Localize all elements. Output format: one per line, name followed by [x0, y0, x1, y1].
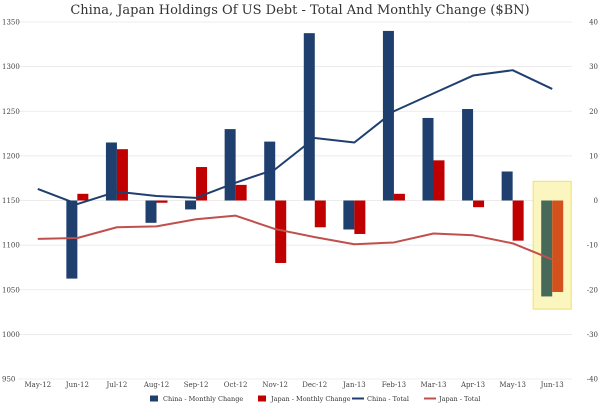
left-tick-label: 1000	[2, 331, 20, 339]
legend-label: China - Monthly Change	[163, 395, 243, 403]
x-tick-label: Feb-13	[382, 381, 406, 389]
legend-label: China - Total	[367, 395, 409, 403]
x-tick-label: Oct-12	[224, 381, 248, 389]
china-change-bar	[145, 200, 157, 223]
japan-change-bar	[433, 160, 445, 201]
japan-change-bar	[393, 193, 405, 201]
left-tick-label: 1200	[2, 152, 20, 160]
japan-change-bar	[512, 200, 524, 241]
right-tick-label: 40	[589, 19, 598, 27]
chart-title: China, Japan Holdings Of US Debt - Total…	[70, 3, 529, 18]
china-change-bar	[462, 109, 474, 201]
japan-total-line	[37, 214, 553, 261]
china-change-bar	[66, 200, 78, 279]
left-tick-label: 1050	[2, 286, 20, 294]
x-tick-label: Jan-13	[342, 381, 366, 389]
legend: China - Monthly Change Japan - Monthly Ch…	[150, 395, 480, 403]
right-tick-label: 10	[589, 152, 598, 160]
right-tick-label: 0	[594, 197, 598, 205]
legend-label: Japan - Monthly Change	[270, 395, 351, 403]
bar-layer	[66, 30, 564, 297]
x-tick-label: Nov-12	[262, 381, 288, 389]
right-tick-label: -40	[587, 376, 598, 384]
line-layer	[37, 69, 553, 261]
left-tick-label: 1250	[2, 108, 20, 116]
japan-change-bar	[314, 200, 326, 228]
left-tick-label: 1150	[2, 197, 20, 205]
x-tick-label: May-13	[499, 381, 526, 389]
japan-change-bar	[275, 200, 287, 263]
china-change-bar	[501, 171, 513, 201]
japan-change-bar	[552, 200, 564, 292]
china-change-bar	[541, 200, 553, 297]
right-tick-label: 20	[589, 108, 598, 116]
x-tick-label: May-12	[24, 381, 51, 389]
left-tick-label: 1100	[2, 242, 20, 250]
x-tick-label: Apr-13	[460, 381, 485, 389]
legend-swatch	[150, 395, 158, 402]
japan-change-bar	[116, 149, 128, 201]
x-tick-label: Sep-12	[184, 381, 209, 389]
china-change-bar	[422, 117, 434, 201]
china-change-bar	[343, 200, 355, 230]
japan-change-bar	[196, 167, 208, 201]
legend-label: Japan - Total	[438, 395, 480, 403]
x-tick-label: Mar-13	[421, 381, 447, 389]
x-tick-label: Dec-12	[302, 381, 327, 389]
left-tick-label: 950	[2, 376, 15, 384]
japan-change-bar	[235, 184, 247, 201]
gridlines	[18, 21, 572, 380]
left-tick-label: 1350	[2, 19, 20, 27]
legend-swatch	[258, 395, 266, 402]
right-tick-label: -20	[587, 286, 598, 294]
china-change-bar	[303, 33, 315, 201]
japan-change-bar	[473, 200, 485, 208]
china-change-bar	[224, 129, 236, 201]
china-change-bar	[185, 200, 197, 210]
x-tick-label: Jun-12	[65, 381, 89, 389]
right-tick-label: -30	[587, 331, 598, 339]
japan-change-bar	[77, 193, 89, 201]
x-tick-label: Jul-12	[106, 381, 128, 389]
china-total-line	[37, 69, 553, 206]
axis-labels: 950 1000 1050 1100 1150 1200 1250 1300 1350 -40 -3…	[2, 19, 598, 390]
x-tick-label: Aug-12	[143, 381, 169, 389]
x-tick-label: Jun-13	[540, 381, 564, 389]
right-tick-label: -10	[587, 242, 598, 250]
japan-change-bar	[156, 200, 168, 203]
left-tick-label: 1300	[2, 63, 20, 71]
japan-change-bar	[354, 200, 366, 234]
china-change-bar	[105, 142, 117, 201]
right-tick-label: 30	[589, 63, 598, 71]
